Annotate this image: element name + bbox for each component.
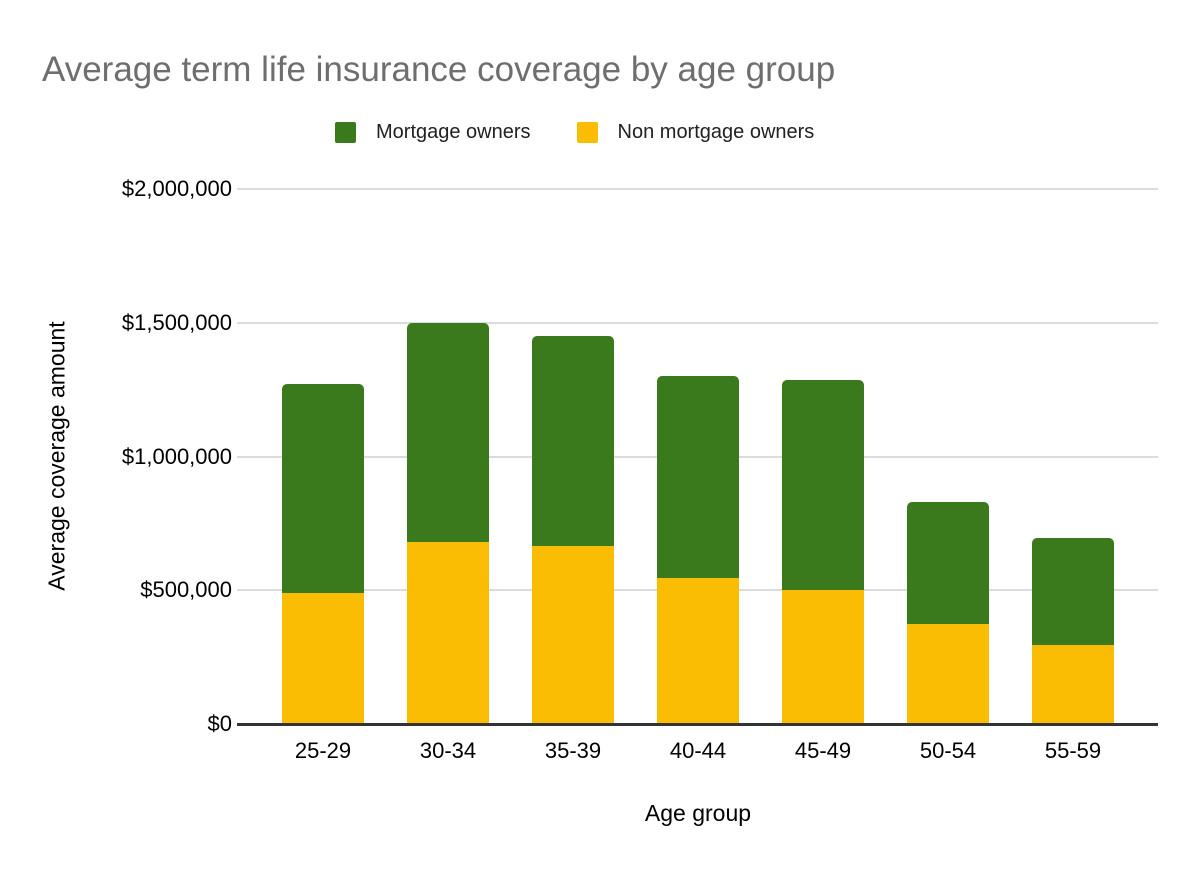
- bar-segment-non-mortgage-owners[interactable]: [782, 590, 864, 724]
- y-tick-label: $1,000,000: [121, 443, 232, 469]
- bar-segment-mortgage-owners[interactable]: [907, 501, 989, 624]
- gridline: [237, 188, 1158, 190]
- x-tick-label: 25-29: [294, 738, 352, 763]
- y-axis-title: Average coverage amount: [43, 321, 70, 591]
- legend: Mortgage owners Non mortgage owners: [335, 121, 814, 144]
- x-tick-label: 40-44: [669, 738, 727, 763]
- legend-label-non-mortgage-owners: Non mortgage owners: [617, 121, 815, 143]
- legend-item-non-mortgage-owners[interactable]: Non mortgage owners: [576, 121, 815, 144]
- bar-segment-non-mortgage-owners[interactable]: [907, 623, 989, 724]
- legend-label-mortgage-owners: Mortgage owners: [376, 121, 531, 143]
- x-tick-label: 50-54: [919, 738, 977, 763]
- bar-segment-non-mortgage-owners[interactable]: [532, 546, 614, 724]
- bar-segment-non-mortgage-owners[interactable]: [407, 542, 489, 724]
- bar-segment-mortgage-owners[interactable]: [282, 384, 364, 593]
- bar-segment-mortgage-owners[interactable]: [657, 376, 739, 579]
- x-tick-label: 45-49: [794, 738, 852, 763]
- x-tick-label: 35-39: [544, 738, 602, 763]
- bar-segment-mortgage-owners[interactable]: [1032, 538, 1114, 646]
- x-axis-title: Age group: [644, 800, 752, 826]
- y-tick-label: $1,500,000: [121, 309, 232, 335]
- bar-segment-non-mortgage-owners[interactable]: [657, 578, 739, 724]
- bar-segment-mortgage-owners[interactable]: [532, 336, 614, 547]
- gridline: [237, 321, 1158, 324]
- x-axis-baseline: [237, 723, 1158, 726]
- legend-swatch-mortgage-owners-icon: [335, 122, 356, 143]
- legend-swatch-non-mortgage-owners-icon: [576, 122, 598, 143]
- bar-segment-non-mortgage-owners[interactable]: [282, 592, 364, 724]
- y-tick-label: $500,000: [140, 577, 232, 603]
- y-tick-label: $0: [207, 711, 232, 736]
- chart-title: Average term life insurance coverage by …: [42, 50, 836, 89]
- bar-segment-non-mortgage-owners[interactable]: [1032, 645, 1114, 724]
- x-tick-label: 55-59: [1044, 738, 1102, 763]
- y-tick-label: $2,000,000: [121, 176, 232, 201]
- bar-segment-mortgage-owners[interactable]: [782, 380, 864, 591]
- bar-segment-mortgage-owners[interactable]: [407, 322, 489, 543]
- x-tick-label: 30-34: [419, 738, 477, 763]
- legend-item-mortgage-owners[interactable]: Mortgage owners: [335, 121, 531, 144]
